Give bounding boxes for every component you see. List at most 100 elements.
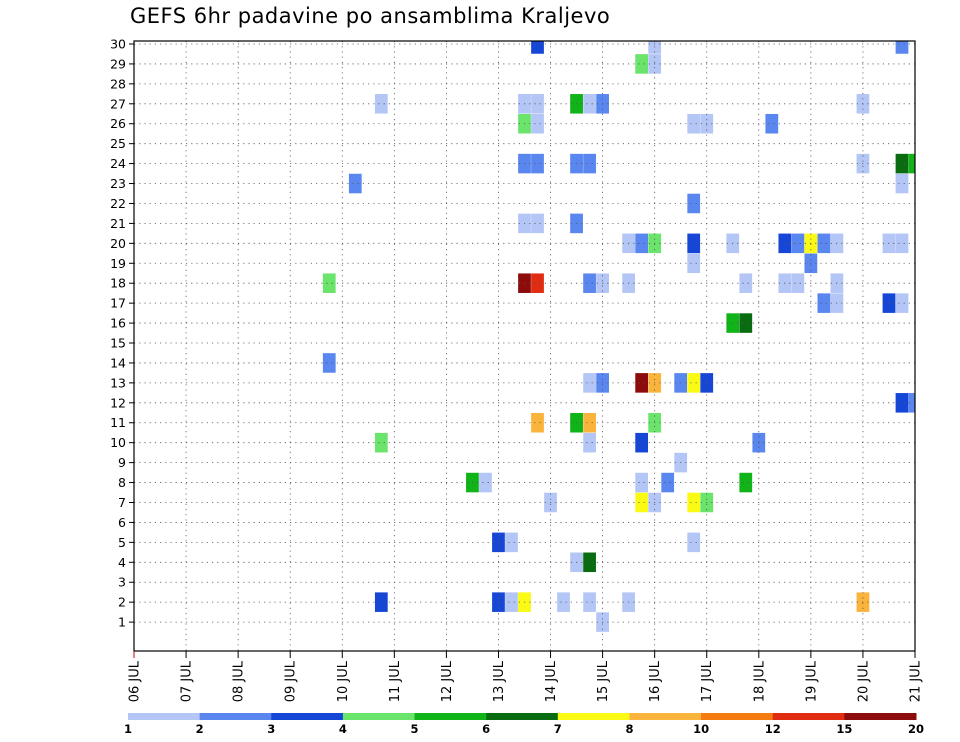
x-tick-label: 13 JUL xyxy=(492,660,507,702)
y-tick-label: 3 xyxy=(118,575,126,590)
heatmap-cell xyxy=(583,94,596,114)
heatmap-cell xyxy=(374,432,388,453)
heatmap-cell xyxy=(583,153,596,174)
y-tick-label: 11 xyxy=(110,415,126,430)
heatmap-cell xyxy=(687,253,701,274)
colorbar-label: 3 xyxy=(267,722,275,736)
colorbar-segment xyxy=(701,713,774,720)
chart-title: GEFS 6hr padavine po ansamblima Kraljevo xyxy=(130,4,611,28)
heatmap-cell xyxy=(895,293,909,313)
x-tick-label: 12 JUL xyxy=(440,660,455,702)
colorbar-segment xyxy=(557,713,630,720)
y-tick-label: 12 xyxy=(110,395,126,410)
x-tick-label: 10 JUL xyxy=(336,660,351,702)
axis-layer: 1234567891011121314151617181920212223242… xyxy=(110,36,923,702)
heatmap-cell xyxy=(687,233,701,254)
y-tick-label: 30 xyxy=(110,36,126,51)
x-tick-label: 14 JUL xyxy=(544,660,559,702)
heatmap-cell xyxy=(895,393,909,413)
heatmap-cell xyxy=(531,412,544,433)
x-tick-label: 19 JUL xyxy=(804,660,819,702)
heatmap-cell xyxy=(583,552,596,573)
heatmap-cell xyxy=(895,173,909,194)
colorbar-label: 6 xyxy=(482,722,490,736)
grid-layer xyxy=(133,41,916,651)
heatmap-cell xyxy=(531,94,544,114)
colorbar-label: 12 xyxy=(765,722,781,736)
colorbar-label: 20 xyxy=(908,722,924,736)
y-tick-label: 29 xyxy=(110,56,126,71)
colorbar-label: 15 xyxy=(836,722,852,736)
heatmap-cell xyxy=(557,592,570,612)
heatmap-cell xyxy=(374,94,388,114)
y-tick-label: 22 xyxy=(110,196,126,211)
x-tick-label: 21 JUL xyxy=(909,660,924,702)
heatmap-cell xyxy=(505,592,518,612)
colorbar-segment xyxy=(342,713,416,720)
heatmap-cell xyxy=(322,353,336,373)
heatmap-cell xyxy=(765,113,779,134)
plot-frame xyxy=(133,40,916,652)
heatmap-cell xyxy=(348,173,362,194)
colorbar-segment xyxy=(128,713,201,720)
heatmap-cell xyxy=(322,273,336,293)
x-tick-label: 07 JUL xyxy=(180,660,195,702)
heatmap-cell xyxy=(817,233,831,254)
heatmap-cell xyxy=(791,233,805,254)
heatmap-cell xyxy=(739,313,753,333)
heatmap-cell xyxy=(739,273,753,293)
colorbar-label: 10 xyxy=(693,722,709,736)
y-tick-label: 19 xyxy=(110,256,126,271)
colorbar-label: 4 xyxy=(339,722,347,736)
y-tick-label: 15 xyxy=(110,336,126,351)
y-tick-label: 17 xyxy=(110,296,126,311)
heatmap-cell xyxy=(583,373,596,393)
y-tick-label: 13 xyxy=(110,375,126,390)
x-tick-label: 11 JUL xyxy=(388,660,403,702)
heatmap-cell xyxy=(687,113,701,134)
heatmap-cell xyxy=(531,41,544,54)
y-tick-label: 20 xyxy=(110,236,126,251)
heatmap-cell xyxy=(583,412,596,433)
colorbar-segment xyxy=(844,713,917,720)
y-tick-label: 16 xyxy=(110,316,126,331)
y-tick-label: 2 xyxy=(118,595,126,610)
y-tick-label: 4 xyxy=(118,555,126,570)
x-tick-label: 06 JUL xyxy=(128,660,143,702)
heatmap-cell xyxy=(505,532,518,553)
heatmap-cell xyxy=(895,41,909,54)
heatmap-cell xyxy=(583,592,596,612)
y-tick-label: 8 xyxy=(118,475,126,490)
heatmap-cell xyxy=(531,113,544,134)
heatmap-cell xyxy=(635,432,649,453)
colorbar-label: 1 xyxy=(124,722,132,736)
colorbar-label: 8 xyxy=(625,722,633,736)
heatmap-cell xyxy=(531,153,544,174)
colorbar-segment xyxy=(414,713,487,720)
heatmap-cell xyxy=(908,393,915,413)
x-tick-label: 09 JUL xyxy=(284,660,299,702)
heatmap-cell xyxy=(791,273,805,293)
heatmap-cell xyxy=(531,273,544,293)
heatmap-cell xyxy=(687,193,701,214)
y-tick-label: 24 xyxy=(110,156,126,171)
y-tick-label: 6 xyxy=(118,515,126,530)
y-tick-label: 21 xyxy=(110,216,126,231)
heatmap-cell xyxy=(687,492,701,513)
colorbar-segment xyxy=(199,713,272,720)
heatmap-cell xyxy=(374,592,388,612)
colorbar-layer: 1 2 3 4 5 6 7 8 10 12 15 20 xyxy=(124,713,924,736)
heatmap-cell xyxy=(895,153,909,174)
y-tick-label: 23 xyxy=(110,176,126,191)
y-tick-label: 14 xyxy=(110,355,126,370)
heatmap-cell xyxy=(895,233,909,254)
heatmap-cell xyxy=(817,293,831,313)
colorbar-segment xyxy=(629,713,702,720)
y-tick-label: 1 xyxy=(118,615,126,630)
colorbar-label: 7 xyxy=(554,722,562,736)
heatmap-cell xyxy=(739,472,753,493)
heatmap-cell xyxy=(635,492,649,513)
colorbar-segment xyxy=(486,713,559,720)
heatmap-cell xyxy=(635,373,649,393)
